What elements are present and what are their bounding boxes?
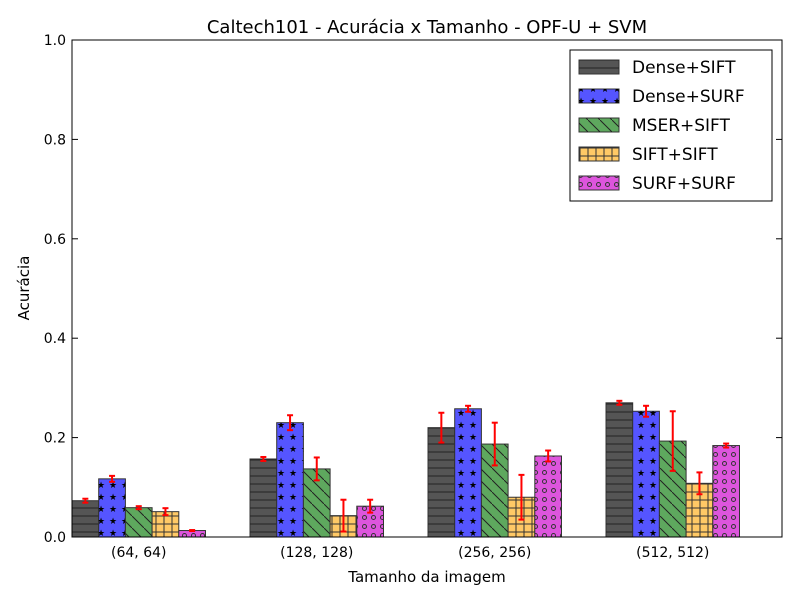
legend: Dense+SIFT Dense+SURF MSER+SIFT SIFT+SIFT SU… (569, 49, 773, 202)
error-bar-4-3 (723, 442, 730, 449)
legend-swatch-hatch (579, 89, 619, 103)
error-bar-4-2 (545, 449, 552, 463)
bar-hatch-0-2 (428, 427, 455, 537)
error-bar-4-1 (367, 498, 374, 514)
error-bars-group (82, 399, 730, 533)
bar-hatch-1-0 (98, 478, 126, 537)
bar-hatch-1-1 (276, 422, 304, 537)
error-bar-1-2 (465, 404, 472, 413)
legend-swatch-hatch (579, 60, 619, 74)
bar-hatch-1-2 (454, 408, 482, 537)
error-bar-2-0 (135, 505, 142, 511)
error-bar-1-3 (643, 404, 650, 418)
error-bar-3-1 (340, 498, 347, 533)
error-bar-3-0 (162, 507, 169, 517)
legend-label: Dense+SIFT (632, 58, 736, 78)
y-axis: 0.0 0.2 0.4 0.6 0.8 1.0 (44, 33, 782, 546)
legend-swatch-hatch (579, 176, 619, 190)
legend-swatch-hatch (579, 147, 619, 161)
legend-item: Dense+SURF (578, 87, 745, 107)
bar-hatch-4-3 (712, 445, 740, 537)
x-axis: (64, 64) (128, 128) (256, 256) (512, 512) (111, 545, 709, 561)
legend-swatch-hatch (579, 118, 619, 132)
error-bar-0-1 (260, 455, 267, 462)
error-bar-4-0 (189, 529, 196, 533)
legend-item: SIFT+SIFT (578, 145, 718, 165)
error-bar-0-3 (616, 399, 623, 406)
error-bar-3-3 (696, 471, 703, 496)
error-bar-1-1 (287, 414, 294, 432)
legend-label: MSER+SIFT (632, 116, 731, 136)
y-tick-label: 0.4 (44, 331, 66, 347)
legend-item: Dense+SIFT (578, 58, 736, 78)
x-tick-label: (256, 256) (458, 545, 531, 561)
legend-item: SURF+SURF (578, 174, 736, 194)
bars-group (71, 402, 740, 538)
x-tick-label: (512, 512) (636, 545, 709, 561)
legend-label: SURF+SURF (632, 174, 736, 194)
error-bar-2-1 (313, 456, 320, 482)
legend-label: Dense+SURF (632, 87, 745, 107)
y-tick-label: 0.2 (44, 431, 66, 447)
error-bar-3-2 (518, 473, 525, 521)
error-bar-2-3 (669, 410, 676, 472)
y-tick-label: 0.8 (44, 132, 66, 148)
error-bar-2-2 (491, 421, 498, 467)
plot-frame (71, 39, 783, 538)
bar-hatch-0-0 (72, 500, 99, 537)
chart-title: Caltech101 - Acurácia x Tamanho - OPF-U … (207, 17, 647, 38)
bar-hatch-4-2 (534, 455, 562, 537)
legend-label: SIFT+SIFT (632, 145, 718, 165)
error-bar-0-2 (438, 411, 445, 444)
bar-hatch-2-0 (125, 507, 153, 537)
error-bar-0-0 (82, 497, 89, 504)
y-axis-label: Acurácia (15, 256, 33, 321)
bar-hatch-1-3 (632, 411, 660, 537)
legend-item: MSER+SIFT (578, 116, 731, 136)
x-tick-label: (64, 64) (111, 545, 166, 561)
error-bar-1-0 (109, 474, 116, 483)
bar-hatch-0-1 (250, 458, 277, 537)
y-tick-label: 0.0 (44, 530, 66, 546)
x-axis-label: Tamanho da imagem (347, 568, 505, 586)
bar-hatch-0-3 (606, 402, 633, 537)
x-tick-label: (128, 128) (280, 545, 353, 561)
y-tick-label: 1.0 (44, 33, 66, 49)
bar-hatch-4-0 (178, 530, 206, 537)
y-tick-label: 0.6 (44, 232, 66, 248)
